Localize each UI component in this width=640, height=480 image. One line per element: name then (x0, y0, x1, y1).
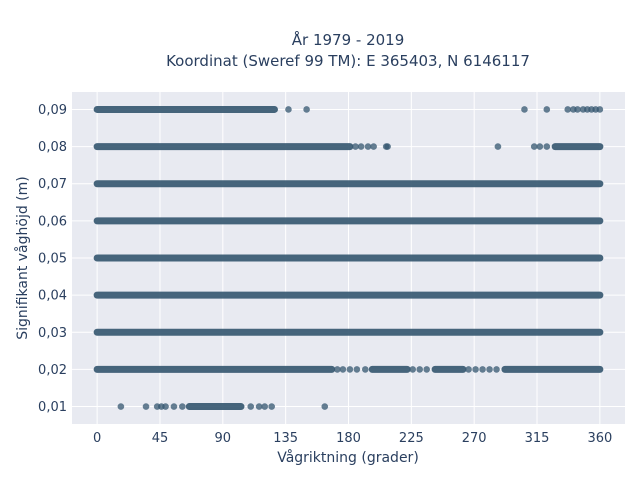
data-point (574, 106, 581, 113)
x-tick-label: 0 (93, 431, 101, 446)
y-axis-label: Signifikant våghöjd (m) (14, 176, 31, 339)
x-tick-label: 225 (399, 431, 424, 446)
chart-title: År 1979 - 2019 (292, 30, 405, 49)
data-point (346, 366, 354, 373)
data-point (596, 106, 604, 113)
x-tick-label: 270 (462, 431, 487, 446)
x-tick-labels: 0 45 90 135 180 225 270 315 360 (93, 431, 612, 446)
x-tick-label: 90 (215, 431, 232, 446)
x-tick-label: 360 (587, 431, 612, 446)
data-point (353, 366, 361, 373)
y-tick-label: 0,01 (38, 400, 67, 415)
data-point (364, 143, 372, 150)
data-point (357, 143, 365, 150)
y-tick-label: 0,06 (38, 214, 67, 229)
data-point (285, 106, 292, 113)
data-point (479, 366, 486, 373)
data-point (117, 403, 125, 410)
y-tick-label: 0,07 (38, 177, 67, 192)
data-point (543, 143, 551, 150)
data-point (530, 143, 538, 150)
data-point (247, 403, 255, 410)
data-point (303, 106, 310, 113)
data-point (384, 143, 391, 150)
x-tick-label: 135 (273, 431, 298, 446)
data-point (170, 403, 178, 410)
y-tick-label: 0,02 (38, 363, 67, 378)
data-point (472, 366, 479, 373)
data-point (261, 403, 269, 410)
data-point (423, 366, 431, 373)
x-tick-label: 45 (152, 431, 169, 446)
data-point (321, 403, 329, 410)
x-axis-label: Vågriktning (grader) (277, 449, 419, 466)
data-point (564, 106, 572, 113)
data-point (465, 366, 472, 373)
y-tick-label: 0,03 (38, 326, 67, 341)
data-point (409, 366, 417, 373)
data-point (339, 366, 347, 373)
y-tick-label: 0,08 (38, 140, 67, 155)
data-point (521, 106, 528, 113)
data-point (416, 366, 424, 373)
y-tick-label: 0,04 (38, 289, 67, 304)
data-point (142, 403, 150, 410)
data-point (536, 143, 544, 150)
data-point (352, 143, 359, 150)
data-points (93, 105, 604, 411)
chart-subtitle: Koordinat (Sweref 99 TM): E 365403, N 61… (166, 52, 530, 70)
y-tick-labels: 0,01 0,02 0,03 0,04 0,05 0,06 0,07 0,08 0,09 (38, 103, 67, 415)
x-tick-label: 180 (336, 431, 361, 446)
data-point (543, 106, 551, 113)
data-point (494, 143, 502, 150)
x-tick-label: 315 (525, 431, 550, 446)
data-point (162, 403, 169, 410)
data-point (361, 366, 369, 373)
data-point (334, 366, 341, 373)
data-point (493, 366, 500, 373)
y-tick-label: 0,05 (38, 252, 67, 267)
data-point (268, 403, 275, 410)
data-point (255, 403, 263, 410)
y-tick-label: 0,09 (38, 103, 67, 118)
data-point (486, 366, 493, 373)
data-point (370, 143, 377, 150)
data-point (179, 403, 186, 410)
